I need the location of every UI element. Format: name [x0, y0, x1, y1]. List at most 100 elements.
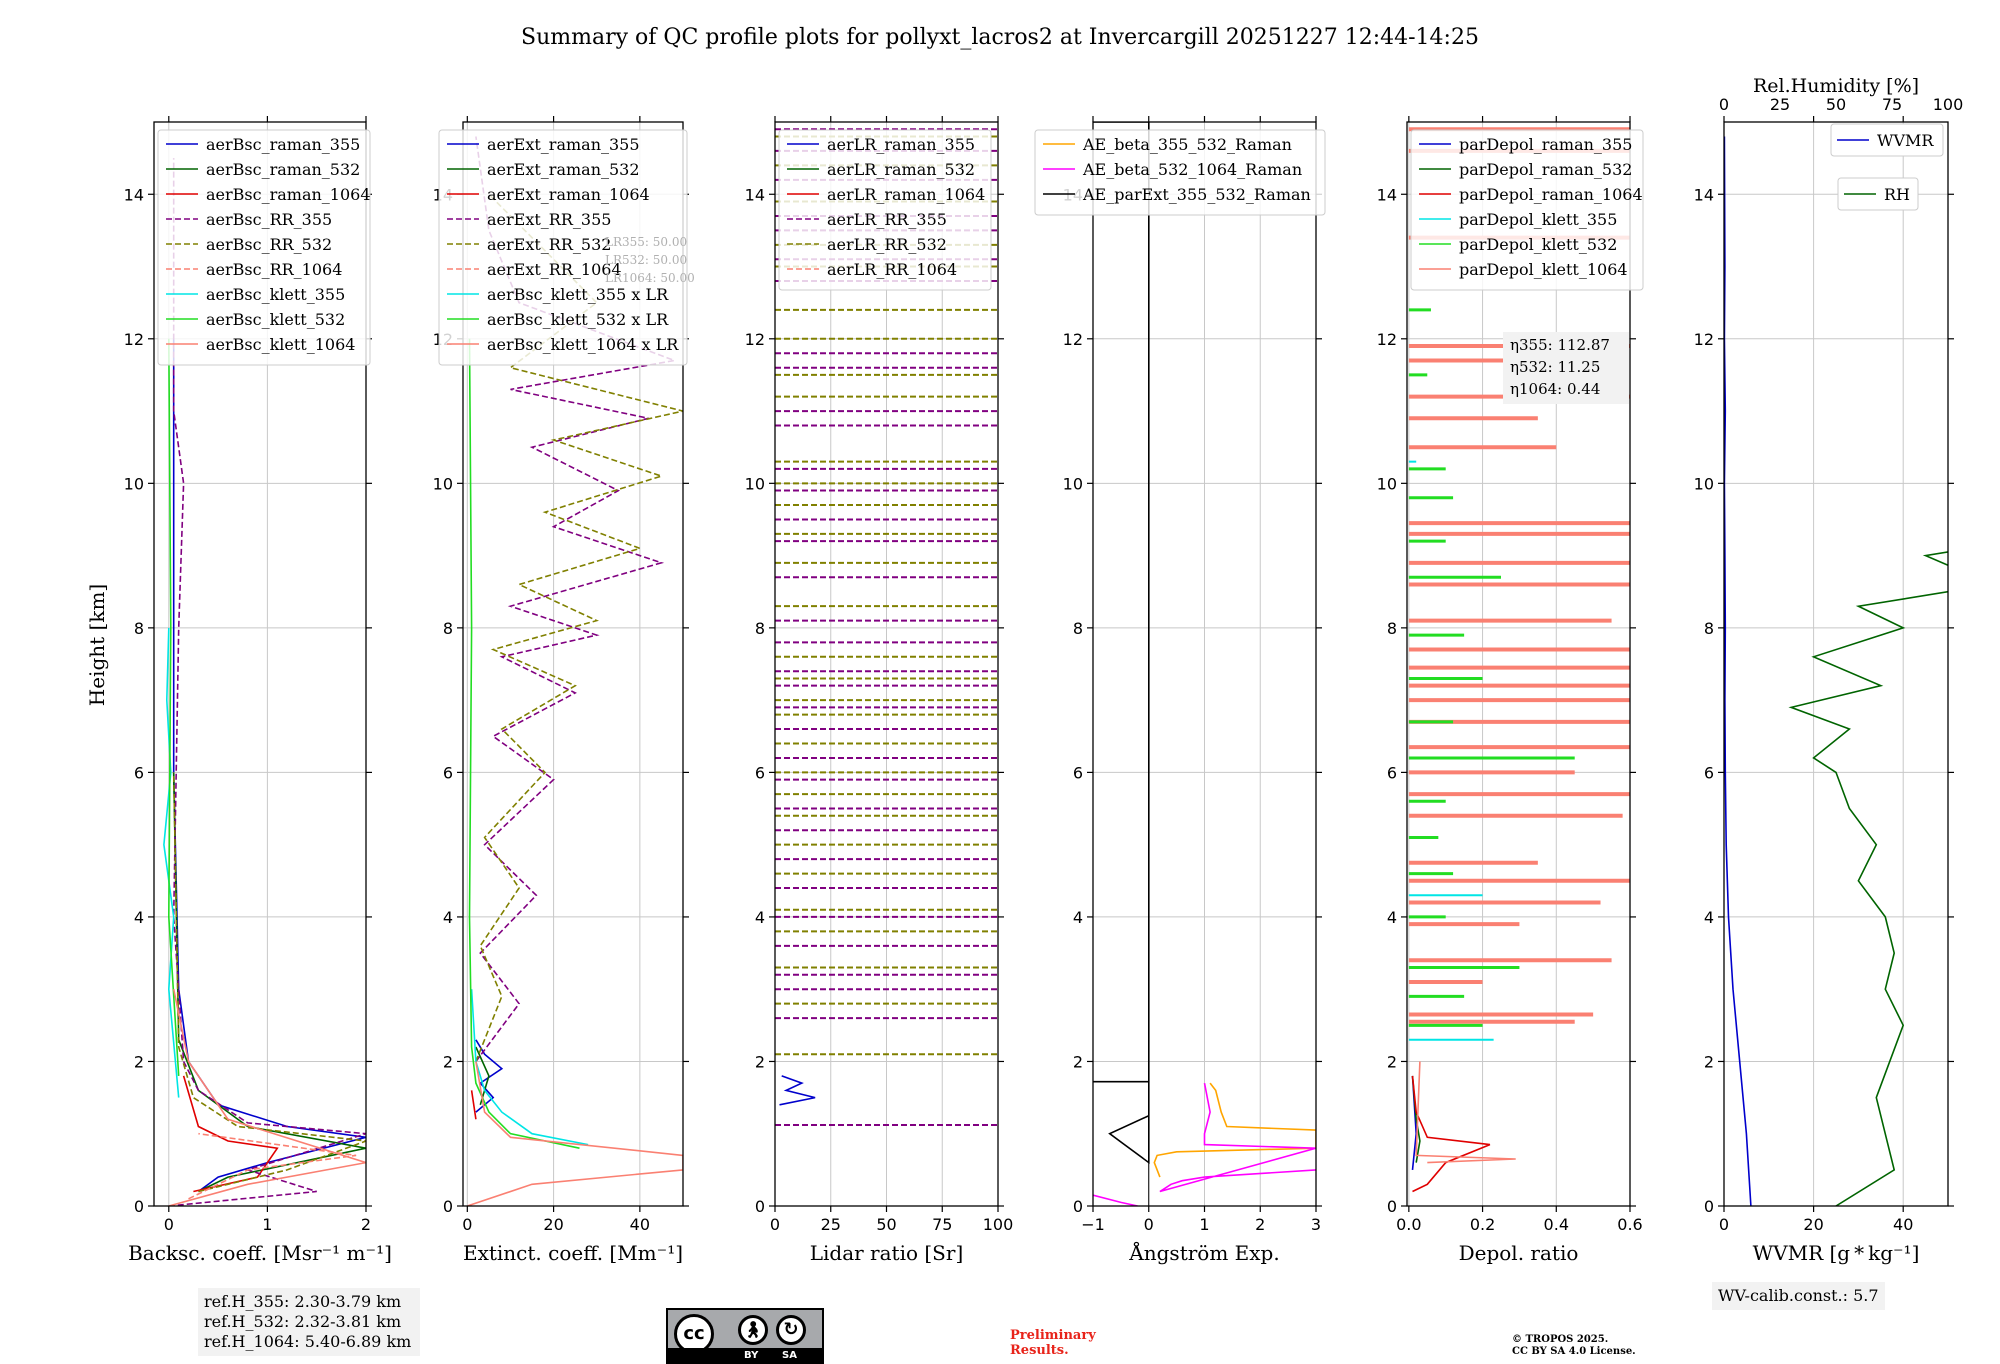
- sa-share-icon: ↻: [776, 1315, 806, 1345]
- legend-box: [1034, 129, 1326, 216]
- y-tick-label: 14: [745, 185, 765, 204]
- y-tick-label: 4: [443, 908, 453, 927]
- x-axis-label: Extinct. coeff. [Mm⁻¹]: [463, 1241, 683, 1265]
- figure-title: Summary of QC profile plots for pollyxt_…: [521, 25, 1479, 50]
- legend-label: parDepol_raman_355: [1459, 135, 1632, 154]
- series-WVMR: [1724, 136, 1752, 1206]
- x-tick-label: 0.0: [1396, 1215, 1421, 1234]
- legend-box: [1830, 123, 1944, 157]
- x-tick-label: 0.2: [1470, 1215, 1495, 1234]
- y-tick-label: 0: [443, 1197, 453, 1216]
- y-tick-label: 4: [755, 908, 765, 927]
- x-tick-label: 1: [1199, 1215, 1209, 1234]
- prelim-line-2: Results.: [1010, 1343, 1069, 1358]
- x-tick-label: 75: [932, 1215, 952, 1234]
- legend-label: aerBsc_klett_1064 x LR: [487, 335, 679, 354]
- ref-height-532: ref.H_532: 2.32-3.81 km: [204, 1312, 402, 1331]
- y-tick-label: 2: [755, 1052, 765, 1071]
- lr-label: LR532: 50.00: [605, 253, 687, 267]
- x-tick-label: −1: [1081, 1215, 1105, 1234]
- legend-label: aerExt_raman_355: [487, 135, 640, 154]
- y-tick-label: 8: [1704, 619, 1714, 638]
- series-aerLR_raman_355: [779, 1075, 816, 1106]
- y-tick-label: 12: [1063, 330, 1083, 349]
- y-tick-label: 8: [443, 619, 453, 638]
- y-tick-label: 10: [124, 474, 144, 493]
- legend-label: aerLR_RR_355: [827, 210, 947, 229]
- y-tick-label: 2: [1073, 1052, 1083, 1071]
- x-axis-label: Backsc. coeff. [Msr⁻¹ m⁻¹]: [128, 1241, 392, 1265]
- legend-label: aerExt_RR_532: [487, 235, 611, 254]
- lr-label: LR1064: 50.00: [605, 271, 695, 285]
- prelim-line-1: Preliminary: [1010, 1328, 1096, 1343]
- legend-label: aerBsc_raman_1064: [206, 185, 371, 204]
- eta-label: η532: 11.25: [1510, 358, 1600, 376]
- legend-box: [778, 129, 992, 291]
- series-RH: [1788, 551, 1948, 1206]
- y-tick-label: 0: [1704, 1197, 1714, 1216]
- series-aerBsc_klett_355 x LR: [470, 989, 589, 1146]
- y-tick-label: 2: [134, 1052, 144, 1071]
- legend-label: aerLR_raman_1064: [827, 185, 985, 204]
- series-AE_parExt_355_532_Raman: [1093, 122, 1150, 1165]
- top-x-axis-label: Rel.Humidity [%]: [1753, 75, 1919, 97]
- x-tick-label: 0: [1144, 1215, 1154, 1234]
- legend-label: aerExt_RR_355: [487, 210, 611, 229]
- legend-label: parDepol_klett_355: [1459, 210, 1617, 229]
- x-tick-label: 40: [1893, 1215, 1913, 1234]
- ref-height-355: ref.H_355: 2.30-3.79 km: [204, 1292, 402, 1311]
- x-tick-label: 0.4: [1544, 1215, 1569, 1234]
- x-tick-label: 50: [876, 1215, 896, 1234]
- x-tick-label: 2: [1255, 1215, 1265, 1234]
- axes-frame: [462, 121, 684, 1207]
- legend-label: AE_parExt_355_532_Raman: [1082, 185, 1311, 204]
- ref-height-1064: ref.H_1064: 5.40-6.89 km: [204, 1332, 412, 1351]
- y-tick-label: 4: [1073, 908, 1083, 927]
- y-tick-label: 8: [755, 619, 765, 638]
- lr-label: LR355: 50.00: [605, 235, 687, 249]
- y-tick-label: 2: [1704, 1052, 1714, 1071]
- series-aerExt_raman_532: [475, 1046, 490, 1106]
- y-tick-label: 10: [745, 474, 765, 493]
- panel-wv: 0 20 40 WVMR [g * kg⁻¹] 0 2 4 6 8 10 12 14 0 25 50 75 10…: [1694, 75, 1964, 1265]
- legend-label: aerBsc_RR_1064: [206, 260, 342, 279]
- y-tick-label: 6: [1704, 763, 1714, 782]
- legend-label: parDepol_raman_532: [1459, 160, 1632, 179]
- axes-frame: [1406, 121, 1631, 1207]
- x-tick-label: 2: [361, 1215, 371, 1234]
- y-tick-label: 12: [124, 330, 144, 349]
- legend-label: RH: [1884, 185, 1910, 204]
- legend-label: aerBsc_raman_355: [206, 135, 360, 154]
- y-tick-label: 12: [1377, 330, 1397, 349]
- legend-label: aerExt_RR_1064: [487, 260, 622, 279]
- y-tick-label: 6: [1387, 763, 1397, 782]
- axes-frame: [1723, 121, 1949, 1207]
- legend-label: aerBsc_RR_532: [206, 235, 332, 254]
- x-tick-label: 0: [462, 1215, 472, 1234]
- legend-label: aerBsc_klett_1064: [206, 335, 355, 354]
- x-tick-label: 40: [630, 1215, 650, 1234]
- legend-label: aerLR_raman_532: [827, 160, 975, 179]
- y-tick-label: 4: [1704, 908, 1714, 927]
- x-tick-label: 0: [1719, 1215, 1729, 1234]
- cc-by-label: BY: [744, 1350, 759, 1361]
- x-tick-label: 100: [983, 1215, 1014, 1234]
- legend-label: aerExt_raman_1064: [487, 185, 650, 204]
- x-tick-label: 1: [262, 1215, 272, 1234]
- y-tick-label: 4: [134, 908, 144, 927]
- series-AE_beta_355_532_Raman: [1153, 1082, 1316, 1178]
- y-tick-label: 10: [1694, 474, 1714, 493]
- plot-area-wv: [1724, 122, 1948, 1206]
- y-tick-label: 10: [1063, 474, 1083, 493]
- x-tick-label: 25: [821, 1215, 841, 1234]
- x-tick-label: 3: [1311, 1215, 1321, 1234]
- copyright-note: © TROPOS 2025. CC BY SA 4.0 License.: [1512, 1334, 1636, 1358]
- top-x-tick-label: 100: [1933, 95, 1964, 114]
- legend-label: aerLR_RR_1064: [827, 260, 957, 279]
- eta-label: η1064: 0.44: [1510, 380, 1600, 398]
- series-aerExt_RR_532: [475, 193, 683, 1062]
- legend-label: AE_beta_355_532_Raman: [1082, 135, 1292, 154]
- copyright-line-2: CC BY SA 4.0 License.: [1512, 1346, 1636, 1357]
